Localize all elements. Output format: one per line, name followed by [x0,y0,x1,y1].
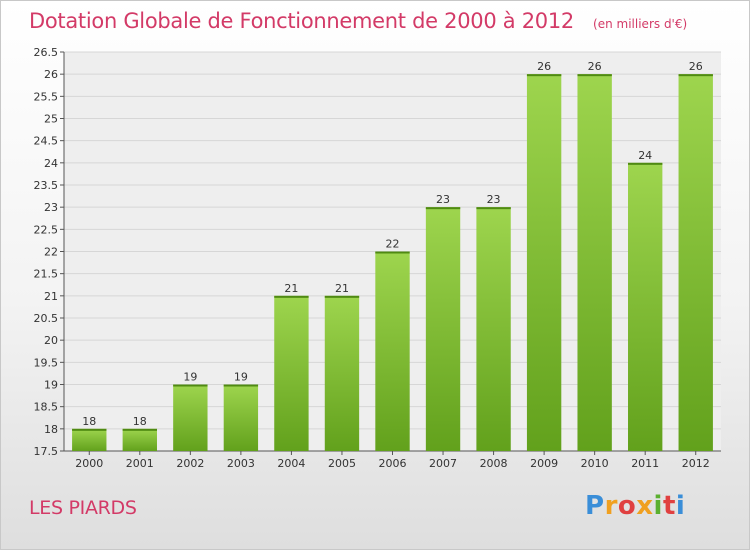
bar [678,74,713,452]
title-row: Dotation Globale de Fonctionnement de 20… [29,9,687,33]
y-tick-label: 18.5 [34,401,59,414]
bar [223,384,259,451]
data-label: 18 [82,415,96,428]
data-label: 19 [183,371,197,384]
x-tick-label: 2004 [277,457,305,470]
bar-top-edge [577,74,612,77]
x-tick-label: 2011 [631,457,659,470]
bar [274,295,309,451]
bar [122,428,157,451]
y-tick-label: 26.5 [34,46,59,59]
data-label: 24 [638,149,652,162]
x-tick-label: 2008 [480,457,508,470]
x-tick-label: 2010 [581,457,609,470]
y-tick-label: 25.5 [34,90,59,103]
proxiti-logo: Proxiti [585,491,686,521]
chart-units: (en milliers d'€) [593,17,688,31]
bar-top-edge [678,74,713,77]
bar-top-edge [72,428,107,431]
data-label: 21 [284,282,298,295]
x-tick-label: 2003 [227,457,255,470]
y-tick-label: 24.5 [34,135,59,148]
bar-top-edge [274,295,309,298]
x-tick-label: 2009 [530,457,558,470]
x-tick-label: 2006 [379,457,407,470]
bar [375,251,410,451]
data-label: 23 [436,193,450,206]
bar [173,384,208,451]
data-label: 26 [537,60,551,73]
bar-top-edge [173,384,208,387]
bar [577,74,612,452]
bar-top-edge [526,74,562,77]
y-tick-label: 26 [44,68,58,81]
data-label: 21 [335,282,349,295]
bar-top-edge [223,384,259,387]
bar [526,74,562,452]
x-tick-label: 2000 [75,457,103,470]
commune-name: LES PIARDS [29,497,137,519]
bar-top-edge [122,428,157,431]
data-label: 22 [386,238,400,251]
y-tick-label: 23.5 [34,179,59,192]
x-tick-label: 2002 [176,457,204,470]
data-label: 26 [588,60,602,73]
bar-top-edge [324,295,360,298]
y-tick-label: 23 [44,201,58,214]
y-tick-label: 19 [44,379,58,392]
x-tick-label: 2007 [429,457,457,470]
x-tick-label: 2005 [328,457,356,470]
bar-top-edge [476,207,511,210]
x-tick-label: 2012 [682,457,710,470]
bar [476,207,511,451]
y-tick-label: 20.5 [34,312,59,325]
y-tick-label: 22.5 [34,223,59,236]
data-label: 26 [689,60,703,73]
data-label: 18 [133,415,147,428]
bar [72,428,107,451]
bar [425,207,461,451]
x-tick-label: 2001 [126,457,154,470]
y-tick-label: 25 [44,113,58,126]
data-label: 19 [234,371,248,384]
bar-top-edge [375,251,410,254]
bar [628,162,663,452]
y-tick-label: 17.5 [34,445,59,458]
y-tick-label: 24 [44,157,58,170]
y-tick-label: 21 [44,290,58,303]
bar [324,295,360,451]
bar-top-edge [628,162,663,165]
y-tick-label: 19.5 [34,356,59,369]
bar-top-edge [425,207,461,210]
y-tick-label: 22 [44,246,58,259]
y-tick-label: 21.5 [34,268,59,281]
data-label: 23 [487,193,501,206]
y-tick-label: 20 [44,334,58,347]
chart-title: Dotation Globale de Fonctionnement de 20… [29,9,574,33]
y-tick-label: 18 [44,423,58,436]
